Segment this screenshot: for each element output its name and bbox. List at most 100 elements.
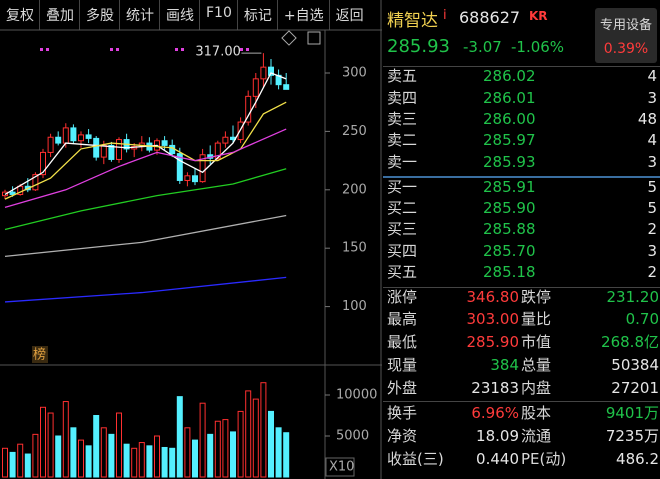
toolbar-button[interactable]: 多股 [79,0,119,30]
volume-bar [47,412,54,478]
toolbar-button[interactable]: 画线 [159,0,199,30]
volume-bar [85,445,92,478]
candle-body [283,84,290,90]
stat-row: 收益(三) 0.440 PE(动) 486.2 [383,449,660,470]
high-label: 317.00 [195,45,241,60]
level: 卖五 [387,67,418,85]
stat-row: 涨停 346.80 跌停 231.20 [383,287,660,308]
stat-value: 6.96% [471,404,519,422]
volume-bar [237,410,244,478]
volume-bar [70,427,77,478]
volume-bar [268,410,274,478]
badge: 榜 [33,347,46,363]
level-volume: 2 [647,220,657,238]
y-tick-label: 300 [342,66,367,81]
volume-bar [108,433,115,478]
ma-line [4,168,287,231]
stat-row: 净资 18.09 流通 7235万 [383,426,660,447]
volume-bar [214,420,221,478]
marker [240,48,243,51]
level: 买四 [387,242,418,260]
icon[interactable] [281,30,297,46]
level: 卖三 [387,110,418,128]
y-tick-label: 250 [342,124,367,139]
level-price: 285.70 [483,242,536,260]
level-volume: 3 [647,89,657,107]
stat-value: 231.20 [606,288,660,306]
change: -3.07 [463,38,502,56]
candle-body [100,144,107,158]
order-row: 卖三 286.00 48 [383,109,660,130]
label-box [325,457,355,477]
order-row: 卖五 286.02 4 [383,66,660,87]
stat-label: 收益(三) [387,450,444,468]
price: 285.93 [387,36,450,57]
toolbar-button[interactable]: 复权 [6,8,34,24]
stat-label: 净资 [387,427,418,445]
order-row: 买一 285.91 5 [383,177,660,198]
volume-bar [62,401,69,478]
volume-bar [245,390,252,478]
order-row: 卖一 285.93 3 [383,152,660,173]
candle-body [32,174,39,191]
icon[interactable] [307,31,321,45]
stat-row: 外盘 23183 内盘 27201 [383,378,660,399]
volume-bar [116,412,122,478]
volume-bar [199,402,206,478]
ma-line [4,128,287,208]
volume-bar [100,427,107,478]
volume-bar [260,382,267,478]
stat-value: 18.09 [476,427,519,445]
marker [110,48,113,51]
level-price: 286.02 [483,67,536,85]
candle-body [252,78,259,97]
volume-bar [207,433,214,478]
level-volume: 2 [647,263,657,281]
toolbar-button[interactable]: 返回 [328,0,369,30]
divider [383,176,660,178]
volume-bar [32,433,39,478]
tag: KR [529,9,548,23]
level: 买五 [387,263,418,281]
candle-body [85,134,92,139]
volume-bar [230,431,236,478]
info-icon: i [443,8,447,23]
level: 买三 [387,220,418,238]
volume-bar [2,447,8,478]
candle-body [93,137,100,158]
level-price: 285.90 [483,199,536,217]
volume-bar [131,447,138,478]
toolbar-button[interactable]: 叠加 [39,0,79,30]
volume-bar [146,445,153,478]
candle-body [169,144,176,155]
toolbar-button[interactable]: 标记 [236,0,277,30]
stock-name: 精智达 [387,11,438,31]
level: 卖二 [387,131,418,149]
candle-body [70,127,77,142]
volume-bar [24,453,31,478]
order-row: 买三 285.88 2 [383,219,660,240]
stat-row: 最低 285.90 市值 268.8亿 [383,332,660,353]
y-tick-label: 5000 [336,429,369,444]
candle-body [199,154,206,183]
stat-label: 涨停 [387,288,418,306]
volume-bar [123,443,130,478]
order-row: 卖二 285.97 4 [383,130,660,151]
sector-button[interactable]: 专用设备 0.39% [595,8,657,63]
stat-label: 最高 [387,310,418,328]
toolbar-button[interactable]: 统计 [119,0,159,30]
y-tick-label: 10000 [336,388,377,403]
toolbar-button[interactable]: F10 [199,0,237,30]
toolbar-button[interactable]: +自选 [276,0,329,30]
candle-body [47,136,54,153]
stat-label: PE(动) [521,450,567,468]
volume-bar [222,419,229,478]
marker [181,48,184,51]
volume-bar [40,406,46,478]
toolbar: 复权 叠加 多股 统计 画线 F10 标记 +自选 返回 [0,0,380,30]
stat-label: 外盘 [387,379,418,397]
change-pct: -1.06% [511,38,565,56]
level-price: 285.91 [483,178,536,196]
candle-body [184,175,191,181]
